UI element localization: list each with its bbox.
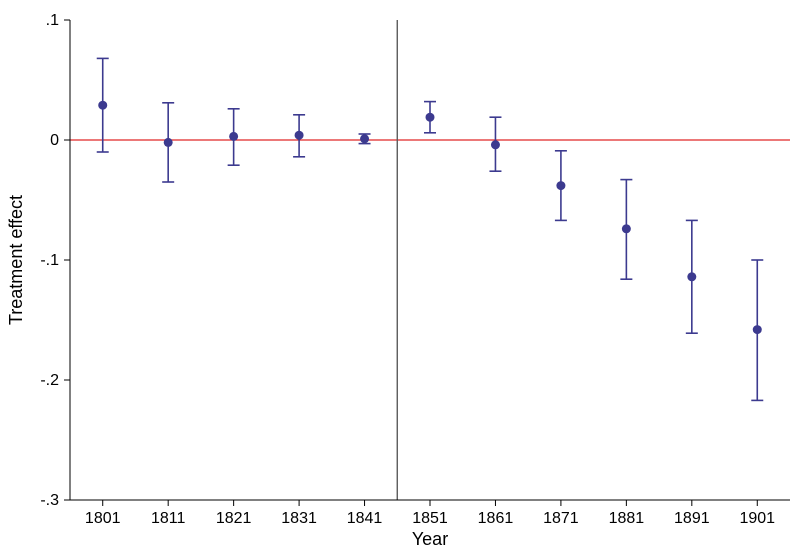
y-tick-label: -.1: [40, 252, 59, 269]
plot-area: [70, 20, 790, 500]
x-tick-label: 1821: [216, 510, 252, 527]
data-point: [295, 131, 304, 140]
data-point: [622, 224, 631, 233]
x-tick-label: 1811: [151, 510, 186, 527]
x-tick-label: 1881: [609, 510, 645, 527]
y-tick-label: -.2: [40, 372, 59, 389]
y-tick-label: 0: [50, 132, 59, 149]
x-tick-label: 1841: [347, 510, 383, 527]
y-tick-label: .1: [46, 12, 59, 29]
data-point: [360, 134, 369, 143]
x-axis-title: Year: [412, 529, 448, 549]
data-point: [753, 325, 762, 334]
data-point: [229, 132, 238, 141]
x-tick-label: 1861: [478, 510, 514, 527]
x-tick-label: 1901: [739, 510, 775, 527]
x-tick-label: 1851: [412, 510, 448, 527]
data-point: [491, 140, 500, 149]
chart-svg: 1801 1811 1821 1831 1841 1851 1861 1871 1881 1891…: [0, 0, 800, 559]
x-tick-label: 1871: [543, 510, 579, 527]
x-tick-label: 1831: [281, 510, 317, 527]
data-point: [98, 101, 107, 110]
data-point: [556, 181, 565, 190]
event-study-chart: 1801 1811 1821 1831 1841 1851 1861 1871 1881 1891…: [0, 0, 800, 559]
x-tick-label: 1801: [85, 510, 121, 527]
data-point: [426, 113, 435, 122]
data-point: [687, 272, 696, 281]
y-tick-label: -.3: [40, 492, 59, 509]
x-tick-label: 1891: [674, 510, 710, 527]
data-point: [164, 138, 173, 147]
y-axis-title: Treatment effect: [6, 195, 26, 325]
